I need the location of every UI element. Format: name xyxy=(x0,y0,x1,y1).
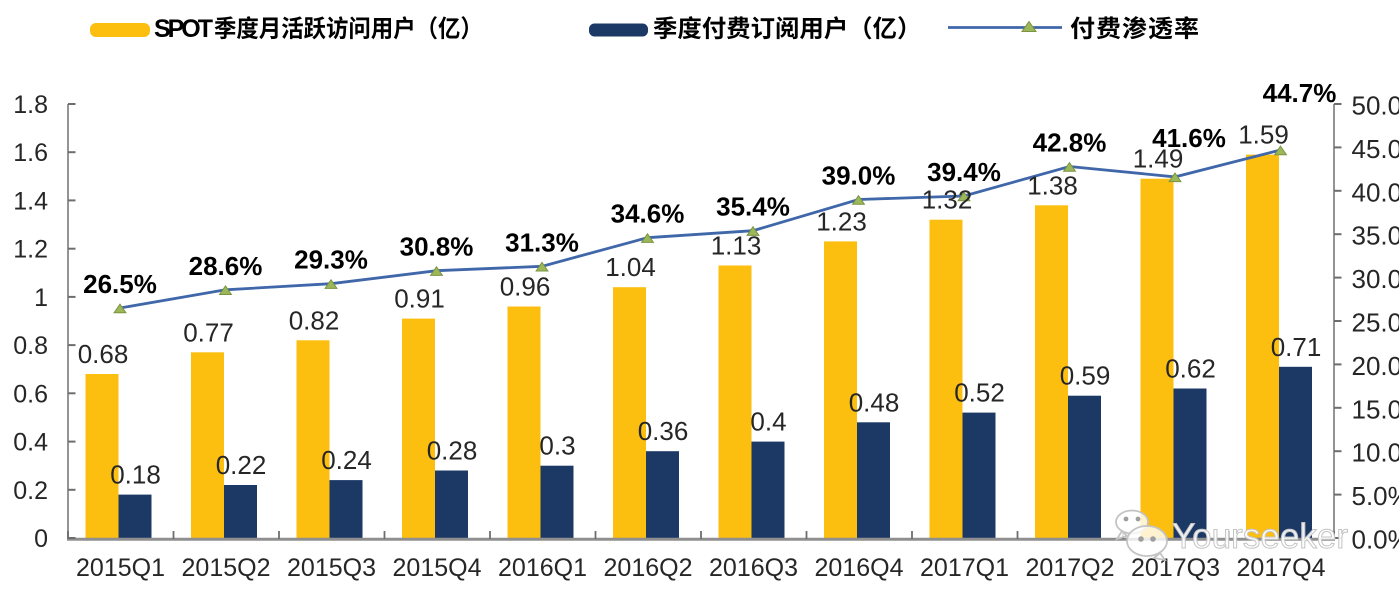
svg-text:30.8%: 30.8% xyxy=(400,232,474,262)
svg-text:5.0%: 5.0% xyxy=(1352,481,1399,511)
svg-text:29.3%: 29.3% xyxy=(294,245,368,275)
svg-text:0.4: 0.4 xyxy=(750,407,786,437)
svg-text:25.0%: 25.0% xyxy=(1352,308,1399,338)
svg-text:2017Q3: 2017Q3 xyxy=(1131,554,1220,582)
svg-text:34.6%: 34.6% xyxy=(611,199,685,229)
svg-text:50.0%: 50.0% xyxy=(1352,91,1399,121)
svg-text:15.0%: 15.0% xyxy=(1352,394,1399,424)
svg-text:44.7%: 44.7% xyxy=(1263,78,1337,108)
svg-text:0.24: 0.24 xyxy=(321,445,372,475)
svg-text:0.8: 0.8 xyxy=(13,332,48,360)
svg-text:31.3%: 31.3% xyxy=(505,227,579,257)
svg-text:1.04: 1.04 xyxy=(605,252,656,282)
svg-text:2016Q4: 2016Q4 xyxy=(815,554,904,582)
svg-text:0.71: 0.71 xyxy=(1271,332,1322,362)
svg-text:0.59: 0.59 xyxy=(1060,361,1111,391)
svg-text:41.6%: 41.6% xyxy=(1152,123,1226,153)
svg-text:35.0%: 35.0% xyxy=(1352,221,1399,251)
svg-text:39.4%: 39.4% xyxy=(927,157,1001,187)
svg-text:1.32: 1.32 xyxy=(922,185,973,215)
svg-text:0.52: 0.52 xyxy=(954,378,1005,408)
svg-text:SPOT: SPOT xyxy=(154,15,213,43)
svg-text:0.91: 0.91 xyxy=(394,284,445,314)
svg-text:2015Q4: 2015Q4 xyxy=(393,554,482,582)
svg-text:0.36: 0.36 xyxy=(638,416,689,446)
svg-text:0.22: 0.22 xyxy=(216,450,267,480)
svg-text:0.82: 0.82 xyxy=(289,305,340,335)
svg-text:1.8: 1.8 xyxy=(13,91,48,119)
svg-text:2016Q3: 2016Q3 xyxy=(709,554,798,582)
svg-text:0.4: 0.4 xyxy=(13,429,48,457)
svg-text:40.0%: 40.0% xyxy=(1352,177,1399,207)
svg-text:0.68: 0.68 xyxy=(78,339,129,369)
svg-text:30.0%: 30.0% xyxy=(1352,264,1399,294)
svg-text:0.3: 0.3 xyxy=(539,431,575,461)
svg-text:0.6: 0.6 xyxy=(13,380,48,408)
svg-text:0.48: 0.48 xyxy=(849,387,900,417)
svg-text:2015Q3: 2015Q3 xyxy=(287,554,376,582)
svg-text:2015Q1: 2015Q1 xyxy=(76,554,165,582)
svg-text:2015Q2: 2015Q2 xyxy=(182,554,271,582)
svg-text:1.4: 1.4 xyxy=(13,187,48,215)
svg-text:1.13: 1.13 xyxy=(711,231,762,261)
svg-text:0.0%: 0.0% xyxy=(1352,525,1399,555)
svg-text:0.28: 0.28 xyxy=(427,436,478,466)
svg-text:0.18: 0.18 xyxy=(110,460,161,490)
svg-text:28.6%: 28.6% xyxy=(189,251,263,281)
svg-text:1.38: 1.38 xyxy=(1027,170,1078,200)
svg-text:1: 1 xyxy=(34,284,48,312)
svg-text:0.62: 0.62 xyxy=(1165,354,1216,384)
svg-text:2017Q1: 2017Q1 xyxy=(920,554,1009,582)
svg-text:0.77: 0.77 xyxy=(183,317,234,347)
svg-text:0: 0 xyxy=(34,525,48,553)
svg-text:Yourseeker: Yourseeker xyxy=(1172,517,1348,556)
svg-text:35.4%: 35.4% xyxy=(716,192,790,222)
svg-text:2016Q1: 2016Q1 xyxy=(498,554,587,582)
svg-text:2017Q2: 2017Q2 xyxy=(1026,554,1115,582)
svg-text:26.5%: 26.5% xyxy=(83,269,157,299)
svg-text:2016Q2: 2016Q2 xyxy=(604,554,693,582)
svg-text:2017Q4: 2017Q4 xyxy=(1237,554,1326,582)
svg-text:0.2: 0.2 xyxy=(13,477,48,505)
svg-text:1.59: 1.59 xyxy=(1238,120,1289,150)
svg-text:42.8%: 42.8% xyxy=(1033,128,1107,158)
svg-text:39.0%: 39.0% xyxy=(822,161,896,191)
svg-text:1.6: 1.6 xyxy=(13,139,48,167)
svg-text:45.0%: 45.0% xyxy=(1352,134,1399,164)
svg-text:10.0%: 10.0% xyxy=(1352,438,1399,468)
svg-text:1.2: 1.2 xyxy=(13,236,48,264)
svg-text:1.23: 1.23 xyxy=(816,206,867,236)
svg-text:0.96: 0.96 xyxy=(500,272,551,302)
svg-text:20.0%: 20.0% xyxy=(1352,351,1399,381)
